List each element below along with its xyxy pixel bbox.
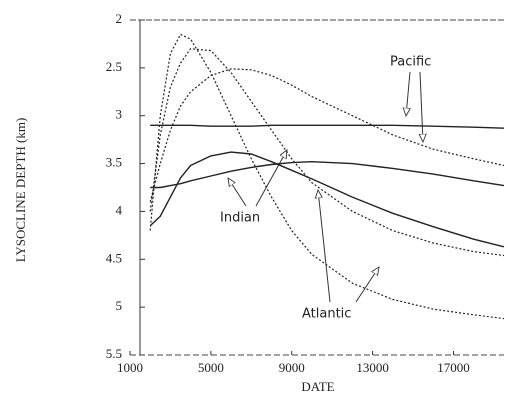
y-tick-label: 5: [116, 298, 123, 313]
series-line: [149, 151, 505, 248]
series-line: [149, 68, 505, 203]
y-tick-label: 4: [116, 202, 123, 217]
arrow: [228, 178, 247, 207]
x-tick-label: 1000: [117, 360, 143, 375]
series-line: [150, 160, 505, 189]
y-tick-label: 3.5: [106, 155, 122, 170]
arrow: [255, 150, 287, 207]
arrow: [420, 71, 423, 142]
y-axis-label: LYSOCLINE DEPTH (km): [13, 118, 28, 263]
x-axis-label: DATE: [301, 379, 334, 394]
annotation: Pacific: [390, 55, 431, 70]
annotation: Atlantic: [302, 307, 351, 322]
arrows: [228, 71, 423, 303]
x-tick-label: 13000: [356, 360, 389, 375]
y-tick-label: 3: [116, 107, 123, 122]
x-tick-label: 9000: [279, 360, 305, 375]
arrow: [355, 267, 379, 303]
annotation: Indian: [220, 211, 260, 226]
arrow: [406, 71, 410, 116]
y-tick-label: 4.5: [106, 250, 122, 265]
arrow: [318, 190, 331, 303]
y-tick-label: 2: [116, 11, 123, 26]
x-tick-label: 5000: [198, 360, 224, 375]
series-line: [149, 33, 505, 320]
series-line: [150, 124, 505, 129]
series-line: [149, 48, 505, 257]
y-tick-label: 5.5: [106, 346, 122, 361]
y-tick-label: 2.5: [106, 59, 122, 74]
x-tick-label: 17000: [437, 360, 470, 375]
